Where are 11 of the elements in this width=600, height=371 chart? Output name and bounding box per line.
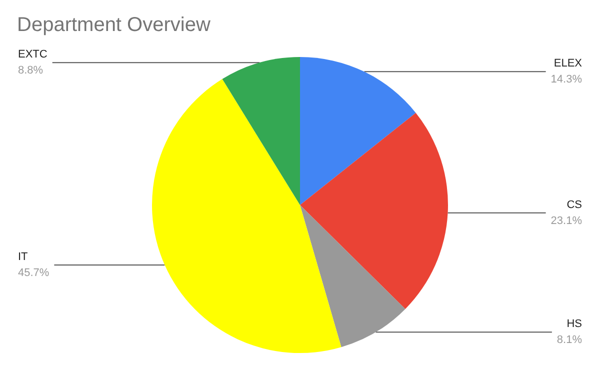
slice-label: HS <box>566 318 582 330</box>
slice-label: EXTC <box>18 48 48 61</box>
data-label: 8.8% <box>18 64 44 77</box>
data-label: 14.3% <box>550 74 582 86</box>
chart-title: Department Overview <box>17 14 211 36</box>
slice-label: IT <box>18 251 28 264</box>
data-label: 23.1% <box>550 214 582 227</box>
data-label: 45.7% <box>18 267 50 280</box>
data-label: 8.1% <box>556 334 582 346</box>
slice-label: CS <box>566 198 582 211</box>
slice-label: ELEX <box>554 58 583 70</box>
